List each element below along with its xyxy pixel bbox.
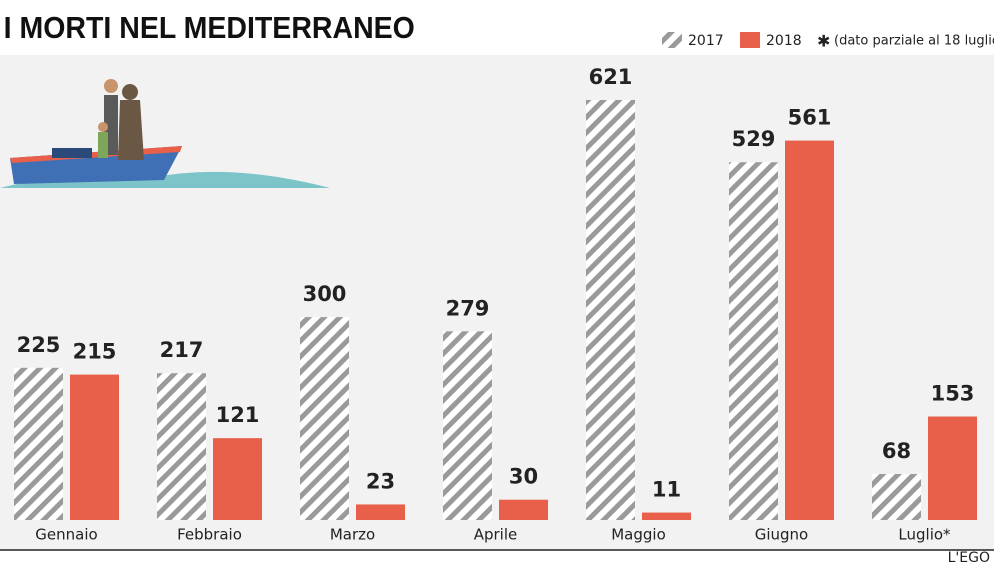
value-label: 30: [509, 465, 538, 489]
bar: [586, 100, 635, 520]
value-label: 68: [882, 439, 911, 463]
bar: [300, 317, 349, 520]
value-label: 215: [73, 340, 117, 364]
legend-note: (dato parziale al 18 luglio): [834, 34, 994, 49]
value-label: 121: [216, 403, 260, 427]
plot-background: [0, 55, 994, 550]
x-tick-label: Giugno: [755, 526, 809, 544]
cabin: [52, 148, 92, 158]
bar: [928, 416, 977, 520]
x-tick-label: Luglio*: [898, 526, 951, 544]
bar: [213, 438, 262, 520]
value-label: 561: [788, 106, 832, 130]
child-head: [98, 122, 108, 132]
chart-title: I MORTI NEL MEDITERRANEO: [4, 11, 415, 45]
boat-illustration: [0, 79, 330, 188]
value-label: 217: [160, 338, 204, 362]
bar: [872, 474, 921, 520]
x-tick-label: Gennaio: [35, 526, 97, 544]
value-label: 621: [589, 65, 633, 89]
x-tick-label: Aprile: [474, 526, 518, 544]
bar: [157, 373, 206, 520]
person-head: [104, 79, 118, 93]
value-label: 11: [652, 478, 681, 502]
x-tick-label: Maggio: [611, 526, 666, 544]
value-label: 23: [366, 469, 395, 493]
bar: [785, 140, 834, 520]
bar: [443, 331, 492, 520]
bar: [356, 504, 405, 520]
value-label: 153: [931, 382, 975, 406]
value-label: 300: [303, 282, 347, 306]
legend-label: 2017: [688, 33, 724, 49]
value-label: 279: [446, 296, 490, 320]
bar: [70, 374, 119, 520]
legend-swatch: [662, 32, 682, 48]
legend-swatch: [740, 32, 760, 48]
person: [118, 100, 144, 160]
source-label: L'EGO: [948, 550, 990, 566]
bar: [14, 367, 63, 520]
person-head: [122, 84, 138, 100]
bar: [499, 499, 548, 520]
value-label: 225: [17, 333, 61, 357]
bar: [729, 162, 778, 520]
asterisk-icon: ✱: [817, 32, 830, 51]
legend-label: 2018: [766, 33, 802, 49]
x-tick-label: Marzo: [330, 526, 375, 544]
value-label: 529: [732, 127, 776, 151]
bar: [642, 512, 691, 520]
legend: 2017 2018 ✱ (dato parziale al 18 luglio): [662, 32, 994, 51]
child: [98, 132, 108, 158]
x-tick-label: Febbraio: [177, 526, 242, 544]
